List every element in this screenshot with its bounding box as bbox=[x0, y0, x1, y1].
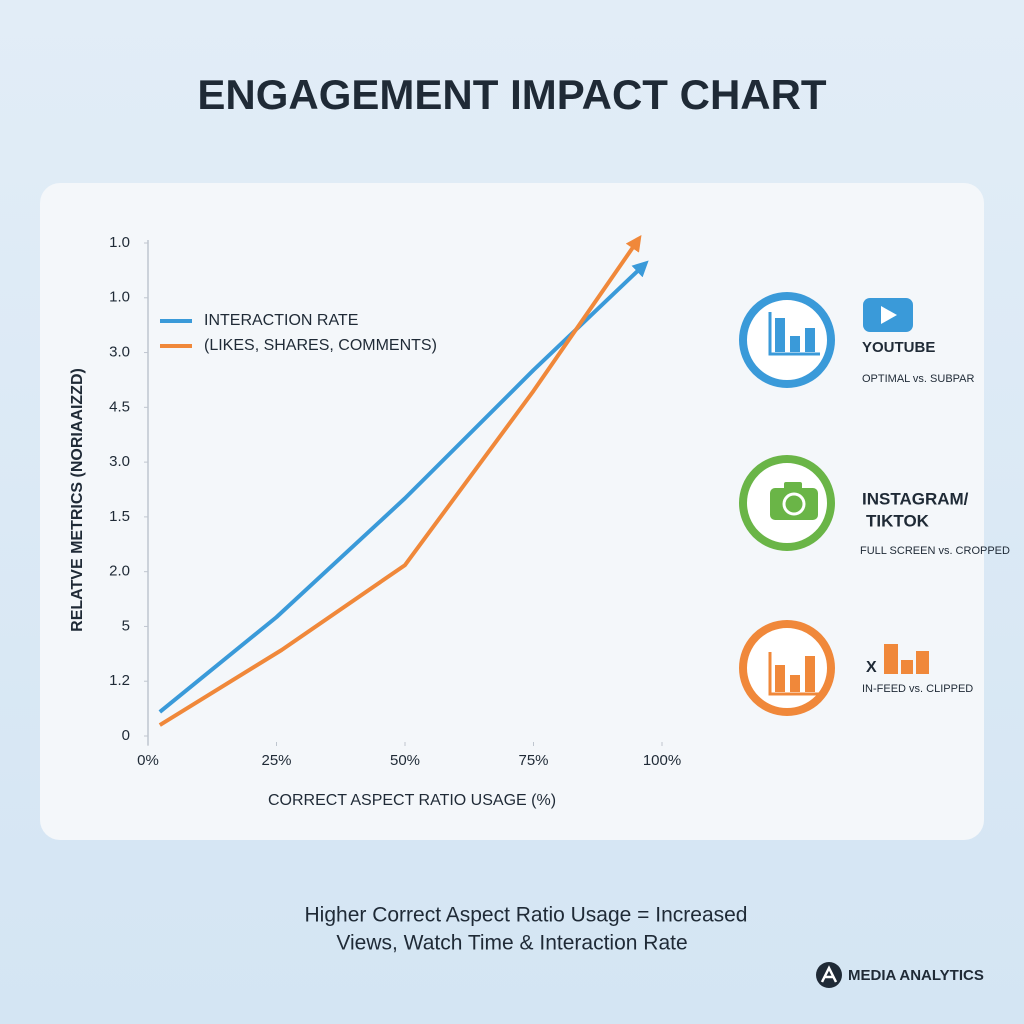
legend-label: INTERACTION RATE bbox=[204, 312, 358, 329]
platform-name: X bbox=[866, 659, 877, 676]
icon-bar bbox=[775, 318, 785, 352]
play-icon bbox=[881, 306, 897, 324]
deco-bar bbox=[916, 651, 929, 674]
y-tick-label: 3.0 bbox=[109, 453, 130, 470]
y-tick-label: 3.0 bbox=[109, 344, 130, 361]
y-tick-label: 1.2 bbox=[109, 672, 130, 689]
icon-axes bbox=[768, 312, 820, 356]
y-tick-label: 2.0 bbox=[109, 563, 130, 580]
icon-axes bbox=[768, 652, 820, 696]
platform-name: INSTAGRAM/ bbox=[862, 489, 969, 508]
x-tick-label: 75% bbox=[518, 752, 548, 769]
footer-line: Views, Watch Time & Interaction Rate bbox=[336, 932, 687, 955]
icon-bar bbox=[805, 328, 815, 352]
x-tick-label: 50% bbox=[390, 752, 420, 769]
camera-lens bbox=[782, 492, 806, 516]
legend-label: (LIKES, SHARES, COMMENTS) bbox=[204, 337, 437, 354]
y-tick-label: 1.0 bbox=[109, 289, 130, 306]
y-tick-label: 4.5 bbox=[109, 398, 130, 415]
icon-bar bbox=[790, 336, 800, 352]
chart-title: ENGAGEMENT IMPACT CHART bbox=[197, 71, 827, 118]
card bbox=[40, 183, 984, 840]
platform-caption: OPTIMAL vs. SUBPAR bbox=[862, 373, 975, 385]
deco-bar bbox=[901, 660, 913, 674]
platform-icons bbox=[739, 292, 929, 716]
x-axis-label: CORRECT ASPECT RATIO USAGE (%) bbox=[268, 792, 556, 809]
icon-bar bbox=[790, 675, 800, 692]
brand-logo-mark bbox=[820, 965, 838, 983]
y-tick-label: 5 bbox=[122, 617, 130, 634]
icon-ring bbox=[739, 292, 835, 388]
camera-top bbox=[784, 482, 802, 490]
icon-bar bbox=[775, 665, 785, 692]
camera-body bbox=[770, 488, 818, 520]
platform-name: TIKTOK bbox=[866, 511, 930, 530]
y-tick-label: 1.5 bbox=[109, 508, 130, 525]
platform-name: YOUTUBE bbox=[862, 339, 935, 356]
deco-bar bbox=[884, 644, 898, 674]
x-tick-label: 0% bbox=[137, 752, 159, 769]
icon-bar bbox=[805, 656, 815, 692]
icon-ring bbox=[739, 620, 835, 716]
y-tick-label: 1.0 bbox=[109, 234, 130, 251]
x-tick-label: 25% bbox=[261, 752, 291, 769]
series-line bbox=[158, 234, 642, 727]
platform-caption: IN-FEED vs. CLIPPED bbox=[862, 683, 973, 695]
footer-line: Higher Correct Aspect Ratio Usage = Incr… bbox=[305, 904, 748, 927]
y-tick-label: 0 bbox=[122, 727, 130, 744]
y-axis-label: RELATVE METRICS (NORIAAIZZD) bbox=[69, 368, 86, 632]
brand-name: MEDIA ANALYTICS bbox=[848, 967, 984, 984]
x-tick-label: 100% bbox=[643, 752, 681, 769]
platform-caption: FULL SCREEN vs. CROPPED bbox=[860, 545, 1010, 557]
